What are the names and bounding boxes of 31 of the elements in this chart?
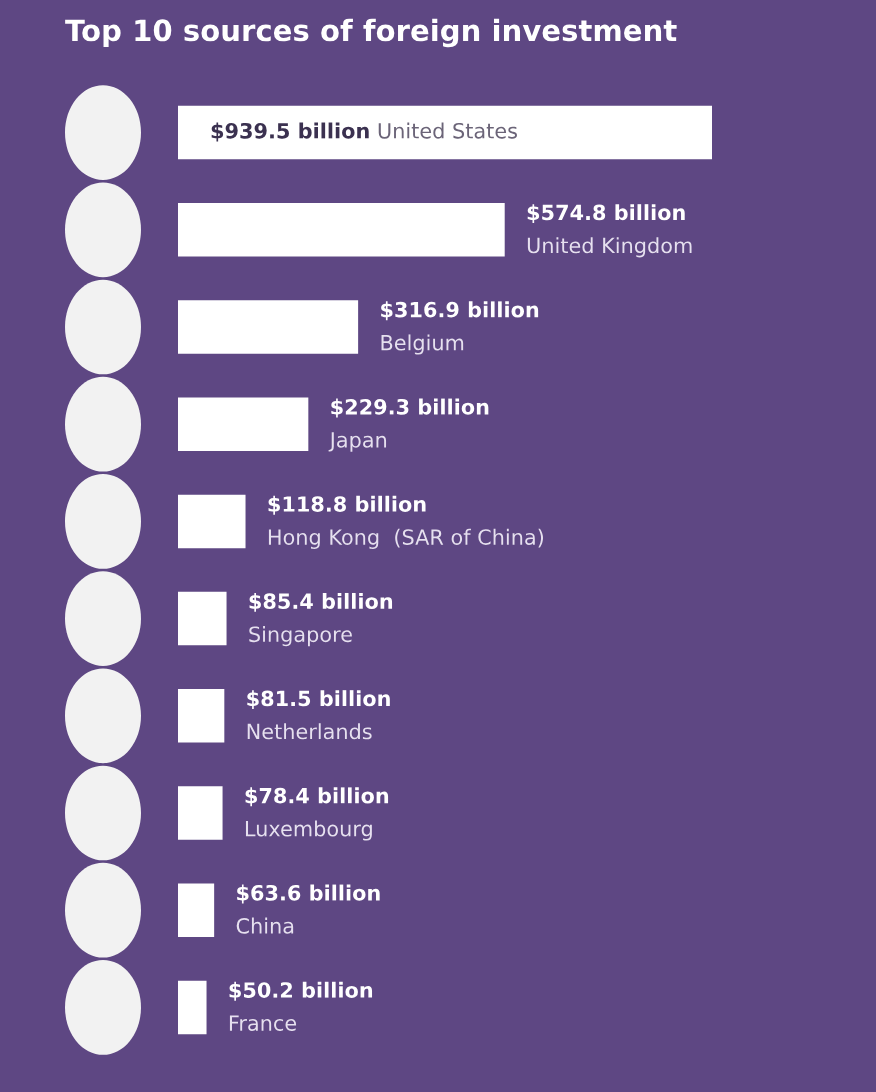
data-label: $63.6 billion bbox=[237, 884, 380, 904]
bar bbox=[178, 494, 246, 549]
bar bbox=[178, 591, 227, 646]
y-tick-label: Japan bbox=[328, 432, 387, 452]
data-label: $574.8 billion bbox=[527, 204, 685, 224]
data-label: $229.3 billion bbox=[331, 398, 489, 418]
y-tick-label: Singapore bbox=[249, 626, 352, 647]
bar bbox=[178, 300, 359, 354]
y-tick-label: France bbox=[229, 1015, 297, 1031]
y-tick-label: China bbox=[236, 917, 294, 934]
y-tick-label: Hong Kong (SAR of China) bbox=[268, 528, 544, 549]
y-tick-label: Belgium bbox=[381, 334, 464, 355]
data-label: $85.4 billion bbox=[249, 592, 393, 612]
data-label: $78.4 billion bbox=[245, 787, 389, 807]
bar bbox=[178, 883, 215, 937]
data-label: $316.9 billion bbox=[381, 301, 539, 321]
bar bbox=[178, 786, 223, 840]
data-label: $50.2 billion bbox=[229, 981, 373, 1001]
data-label: $81.5 billion bbox=[247, 690, 390, 710]
bar bbox=[178, 203, 505, 257]
bar bbox=[178, 397, 309, 451]
data-label: $118.8 billion bbox=[268, 495, 426, 515]
y-tick-label: Netherlands bbox=[247, 723, 372, 740]
y-tick-label: Luxembourg bbox=[245, 820, 372, 841]
y-tick-label: United Kingdom bbox=[527, 237, 692, 258]
data-label: $939.5 billion bbox=[211, 122, 369, 142]
bar bbox=[178, 689, 225, 743]
y-tick-label: United States bbox=[378, 122, 517, 139]
bar bbox=[178, 105, 712, 160]
bar bbox=[178, 980, 207, 1035]
chart-title: Top 10 sources of foreign investment bbox=[65, 18, 677, 48]
